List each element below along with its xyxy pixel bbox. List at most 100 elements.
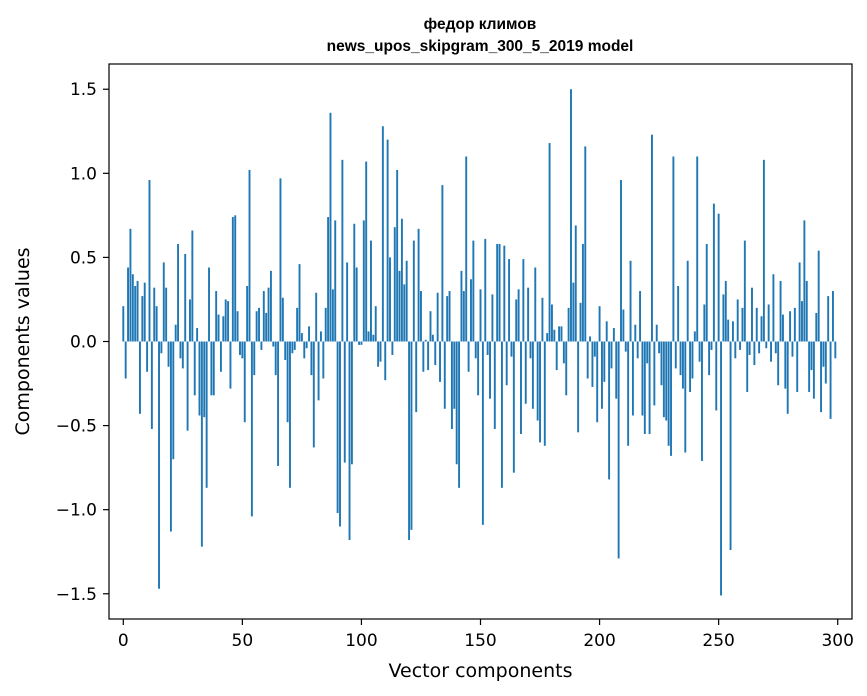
bar-182 xyxy=(555,341,558,371)
bar-30 xyxy=(193,341,196,396)
bar-256 xyxy=(731,321,734,342)
bar-245 xyxy=(705,243,708,342)
bar-204 xyxy=(608,341,611,480)
bar-26 xyxy=(184,254,187,342)
bar-260 xyxy=(741,307,744,342)
bar-296 xyxy=(827,296,830,342)
bar-10 xyxy=(146,341,149,372)
bar-243 xyxy=(701,341,703,461)
bar-284 xyxy=(798,262,801,342)
bar-258 xyxy=(736,299,739,342)
bar-45 xyxy=(229,341,232,389)
bar-230 xyxy=(670,341,672,456)
bar-196 xyxy=(589,336,591,342)
bar-55 xyxy=(253,341,256,376)
bar-102 xyxy=(365,161,368,342)
bar-79 xyxy=(310,341,313,376)
bar-11 xyxy=(148,180,151,342)
bar-214 xyxy=(631,341,634,416)
bar-23 xyxy=(177,243,180,342)
bar-285 xyxy=(801,301,803,342)
x-tick-label: 150 xyxy=(464,631,496,651)
bar-252 xyxy=(722,294,725,342)
bar-240 xyxy=(693,331,696,342)
bar-46 xyxy=(231,217,234,342)
bar-283 xyxy=(796,341,799,392)
bar-247 xyxy=(710,341,713,350)
bar-218 xyxy=(641,341,644,416)
bar-220 xyxy=(646,341,649,364)
bar-122 xyxy=(412,240,415,342)
bar-280 xyxy=(789,311,792,342)
bar-86 xyxy=(327,217,330,342)
bar-114 xyxy=(393,227,396,342)
bar-92 xyxy=(341,159,344,342)
bar-223 xyxy=(653,341,656,406)
bar-71 xyxy=(291,341,294,354)
bar-125 xyxy=(420,291,422,342)
bar-206 xyxy=(612,328,615,342)
bar-170 xyxy=(527,287,530,342)
bar-169 xyxy=(524,341,527,404)
bar-73 xyxy=(296,307,299,342)
bar-53 xyxy=(248,169,251,342)
bar-88 xyxy=(331,289,334,342)
bar-93 xyxy=(343,341,346,463)
bar-279 xyxy=(786,341,789,414)
bar-277 xyxy=(781,314,784,342)
bar-165 xyxy=(515,299,518,342)
bar-289 xyxy=(810,341,813,371)
bar-50 xyxy=(241,341,244,359)
bar-231 xyxy=(672,156,675,342)
bar-54 xyxy=(250,341,253,517)
y-axis-label: Components values xyxy=(12,247,34,435)
bar-90 xyxy=(336,341,339,514)
bar-134 xyxy=(441,185,444,342)
bar-76 xyxy=(303,341,306,359)
bar-255 xyxy=(729,341,732,551)
bar-12 xyxy=(150,341,153,429)
bar-75 xyxy=(300,333,303,342)
bar-268 xyxy=(760,316,763,342)
bar-146 xyxy=(470,279,472,342)
bar-221 xyxy=(648,341,651,434)
bar-228 xyxy=(665,341,668,421)
bar-249 xyxy=(715,341,718,411)
bar-65 xyxy=(277,341,280,466)
bar-8 xyxy=(141,296,144,342)
bar-286 xyxy=(803,220,806,342)
bar-27 xyxy=(186,341,189,431)
bar-105 xyxy=(372,334,375,342)
bar-158 xyxy=(498,243,501,342)
x-tick-label: 0 xyxy=(118,631,129,651)
bar-173 xyxy=(534,267,537,342)
bar-184 xyxy=(560,326,563,342)
bar-5 xyxy=(134,286,137,342)
y-tick-label: −1.0 xyxy=(56,501,97,521)
bar-178 xyxy=(546,333,549,342)
bar-95 xyxy=(348,341,351,540)
bar-144 xyxy=(465,156,468,342)
bar-62 xyxy=(269,270,272,342)
bar-112 xyxy=(389,257,391,342)
bar-128 xyxy=(427,341,430,371)
bar-89 xyxy=(334,220,337,342)
bar-183 xyxy=(558,326,561,342)
bar-67 xyxy=(281,297,284,342)
bar-34 xyxy=(203,341,206,418)
bar-33 xyxy=(200,341,203,547)
bar-242 xyxy=(698,341,701,362)
bar-194 xyxy=(584,146,587,342)
bar-166 xyxy=(517,289,520,342)
y-tick-label: 1.0 xyxy=(70,164,97,184)
bars-group xyxy=(122,89,837,596)
bar-187 xyxy=(567,307,570,342)
bar-56 xyxy=(255,311,258,342)
bar-70 xyxy=(289,341,291,488)
bar-262 xyxy=(746,341,749,392)
bar-274 xyxy=(774,341,777,354)
bar-259 xyxy=(739,341,742,350)
bar-100 xyxy=(360,341,363,345)
bar-227 xyxy=(662,341,665,418)
